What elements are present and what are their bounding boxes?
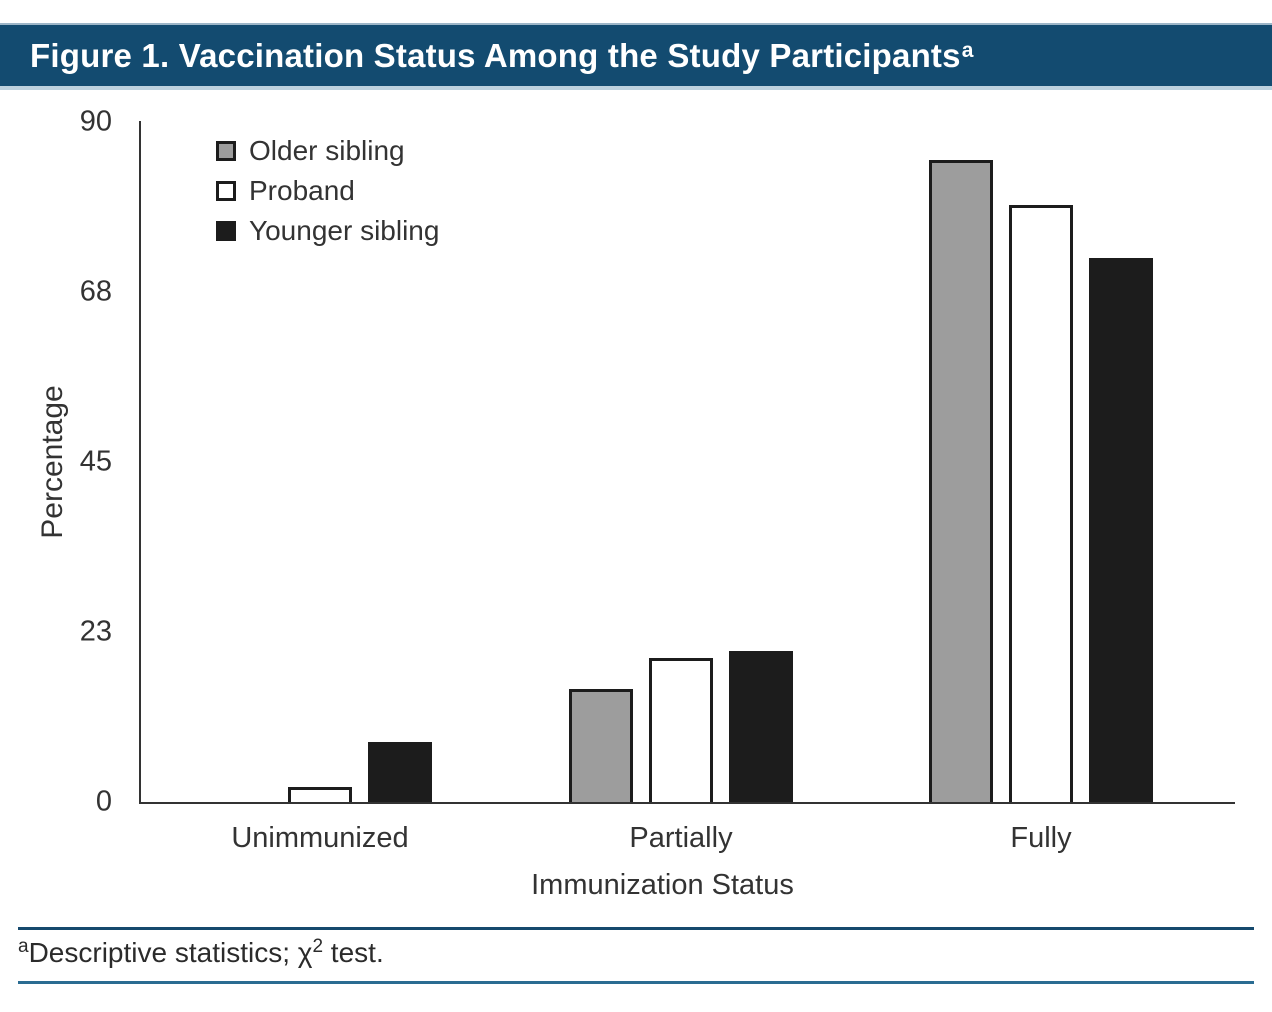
footnote-text-end: test. xyxy=(323,937,384,968)
figure-title-superscript: a xyxy=(961,38,974,62)
x-tick-label-fully: Fully xyxy=(1010,822,1072,854)
footnote-rule-top xyxy=(18,927,1254,930)
legend-label-younger-sibling: Younger sibling xyxy=(249,215,440,246)
bar-proband-partially xyxy=(649,658,713,802)
legend-swatch-younger-sibling xyxy=(216,221,236,241)
legend-swatch-older-sibling xyxy=(216,141,236,161)
bar-older-sibling-fully xyxy=(929,159,993,802)
y-axis-line xyxy=(139,121,141,804)
bar-proband-fully xyxy=(1009,205,1073,802)
footnote-text: Descriptive statistics; χ xyxy=(28,937,313,968)
legend-item-younger-sibling: Younger sibling xyxy=(216,211,439,251)
y-tick-label-68: 68 xyxy=(79,275,112,308)
footnote-superscript: a xyxy=(18,936,29,957)
x-axis-line xyxy=(139,802,1235,804)
legend-item-proband: Proband xyxy=(216,171,439,211)
x-tick-label-unimmunized: Unimmunized xyxy=(231,822,409,854)
figure-title-text: Figure 1. Vaccination Status Among the S… xyxy=(30,36,961,74)
y-tick-label-45: 45 xyxy=(79,445,112,478)
y-tick-label-0: 0 xyxy=(95,785,112,818)
x-tick-label-partially: Partially xyxy=(629,822,733,854)
legend-label-proband: Proband xyxy=(249,175,355,206)
x-axis-title: Immunization Status xyxy=(531,869,794,901)
legend-item-older-sibling: Older sibling xyxy=(216,131,439,171)
y-axis-ticks: 90 68 45 23 0 xyxy=(40,106,112,818)
legend-swatch-proband xyxy=(216,181,236,201)
legend-label-older-sibling: Older sibling xyxy=(249,135,405,166)
bar-younger-sibling-partially xyxy=(729,650,793,802)
footnote: aDescriptive statistics; χ2 test. xyxy=(18,936,384,969)
bar-group-unimmunized xyxy=(208,122,432,802)
plot-area xyxy=(141,122,1235,802)
footnote-rule-bottom xyxy=(18,981,1254,984)
legend: Older sibling Proband Younger sibling xyxy=(216,131,439,251)
y-tick-label-23: 23 xyxy=(79,615,112,648)
figure-title-bar: Figure 1. Vaccination Status Among the S… xyxy=(0,23,1272,90)
bar-younger-sibling-unimmunized xyxy=(368,741,432,802)
y-tick-label-90: 90 xyxy=(79,105,112,138)
bar-group-fully xyxy=(929,122,1153,802)
footnote-superscript-2: 2 xyxy=(312,936,324,957)
figure-title: Figure 1. Vaccination Status Among the S… xyxy=(30,37,974,75)
bar-younger-sibling-fully xyxy=(1089,258,1153,802)
bar-group-partially xyxy=(569,122,793,802)
bar-proband-unimmunized xyxy=(288,786,352,802)
bar-older-sibling-partially xyxy=(569,688,633,802)
x-axis-labels: Unimmunized Partially Fully xyxy=(0,822,1272,862)
